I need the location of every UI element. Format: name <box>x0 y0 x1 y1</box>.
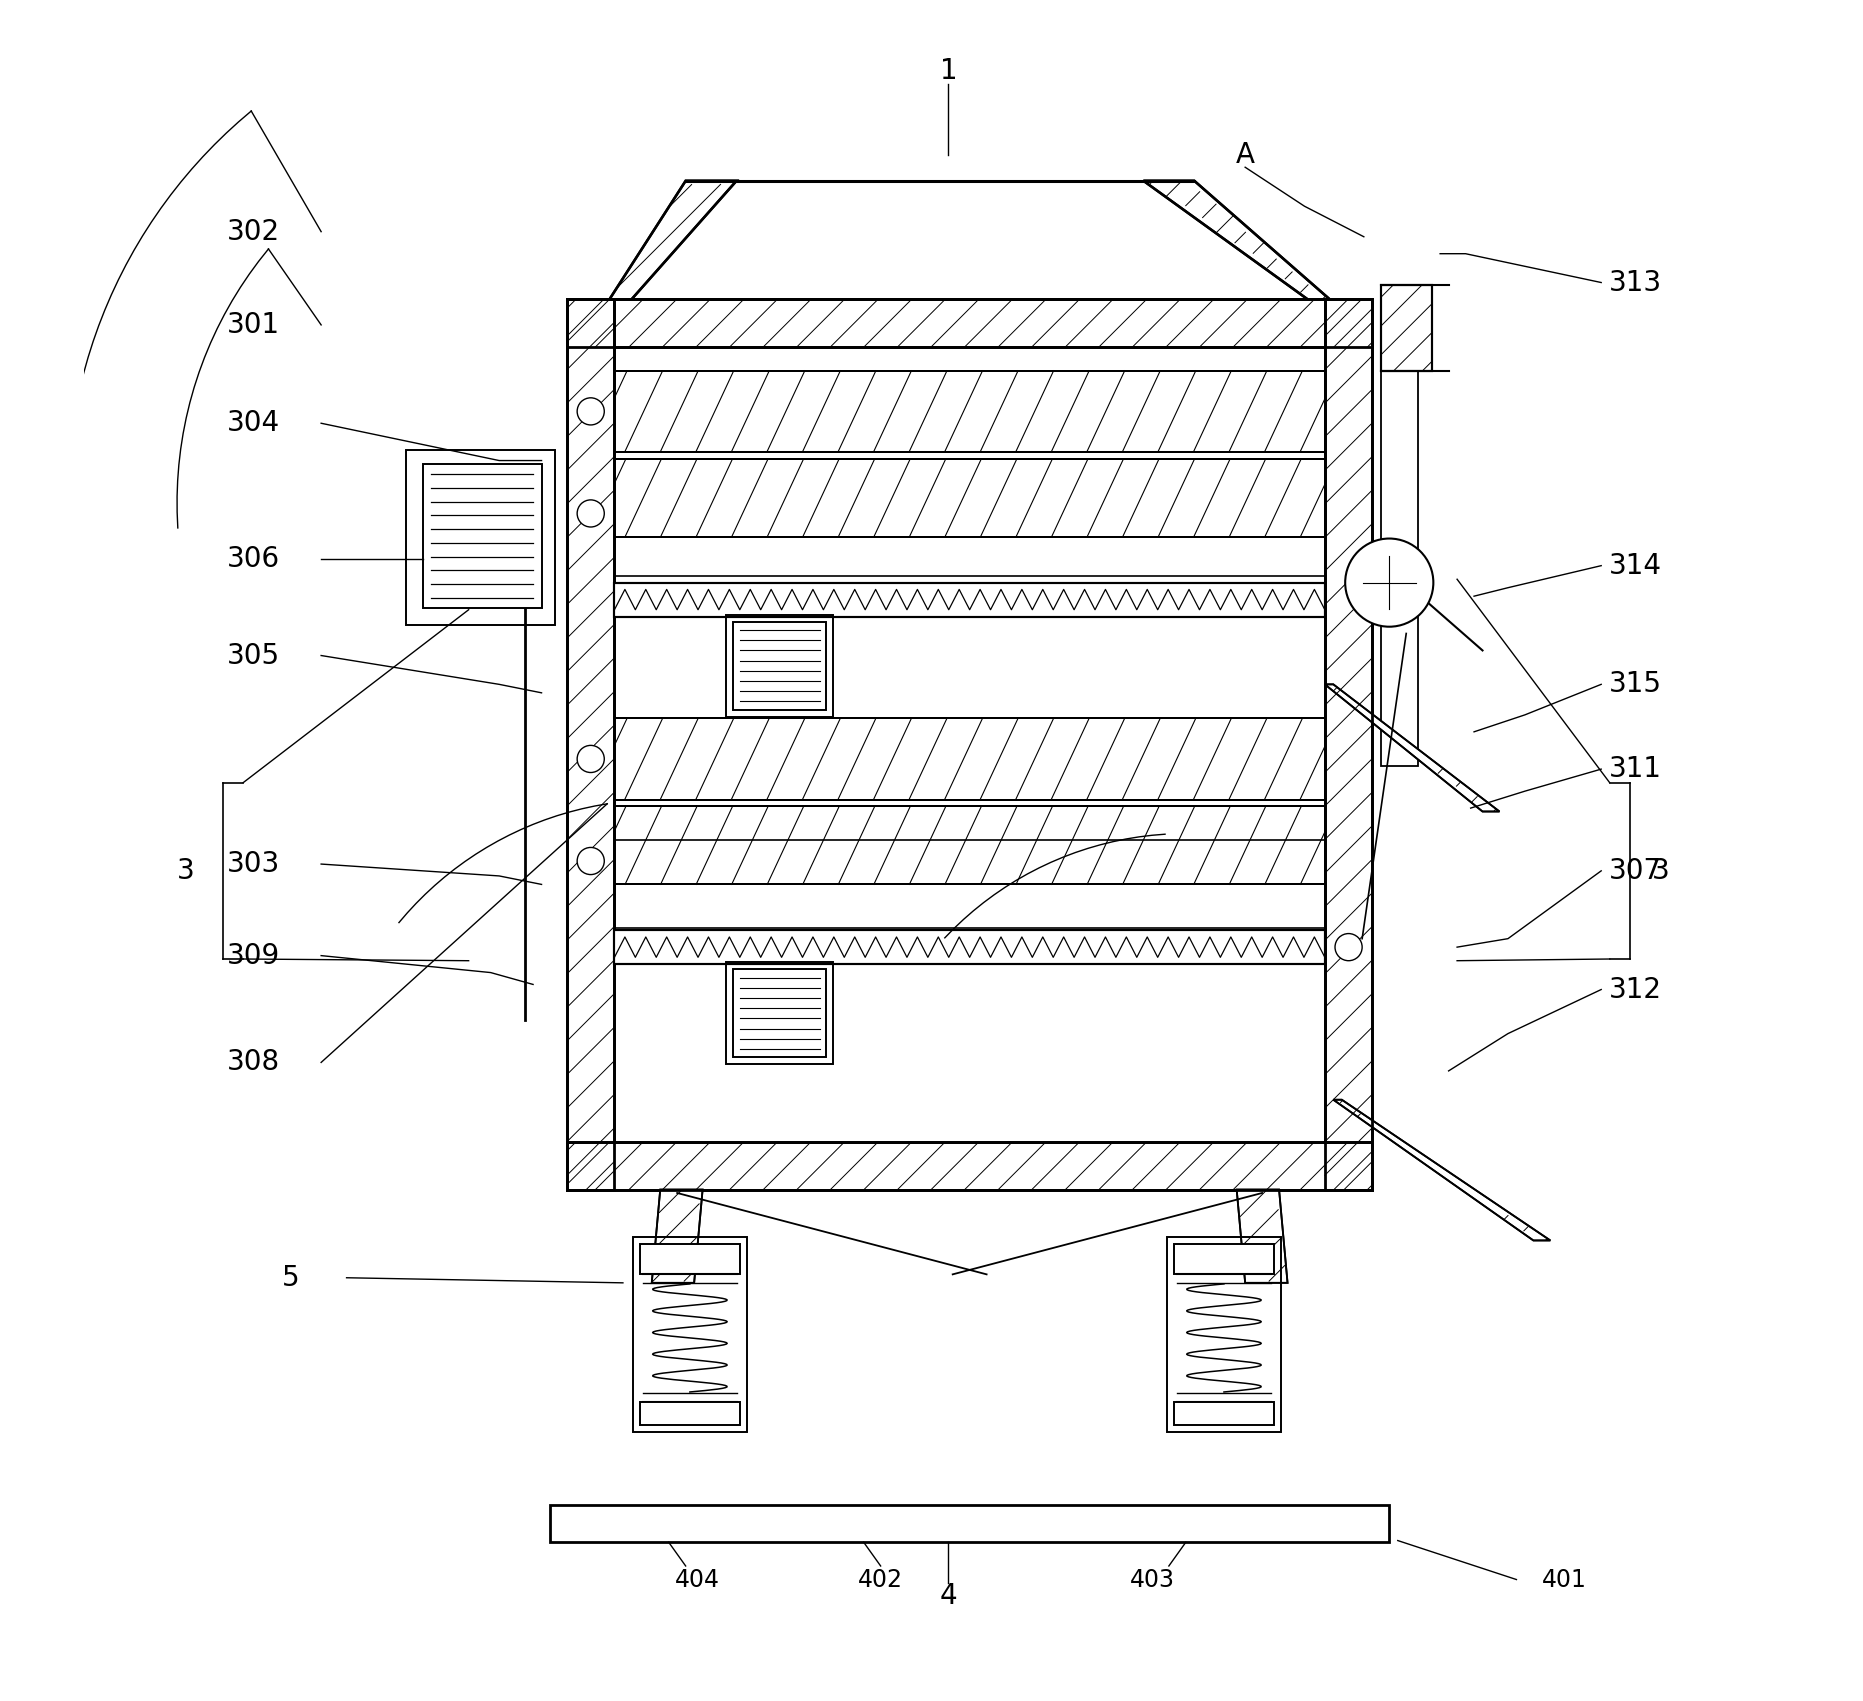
Bar <box>1166 1237 1280 1432</box>
Text: 307: 307 <box>1608 857 1662 885</box>
Bar <box>1380 367 1418 765</box>
Bar <box>566 1141 1373 1189</box>
Bar <box>615 930 1325 964</box>
Circle shape <box>1345 539 1433 626</box>
Bar <box>633 1237 747 1432</box>
Bar <box>566 299 615 1189</box>
Bar <box>615 806 1325 885</box>
Polygon shape <box>609 180 736 299</box>
Bar <box>639 1402 740 1425</box>
Text: 314: 314 <box>1608 551 1662 580</box>
Bar <box>1380 286 1431 371</box>
Text: 304: 304 <box>227 410 279 437</box>
Circle shape <box>578 745 604 772</box>
Polygon shape <box>1237 1189 1287 1283</box>
Text: 3: 3 <box>177 857 194 885</box>
Bar <box>615 583 1325 616</box>
Text: 302: 302 <box>227 218 279 245</box>
Text: 301: 301 <box>227 311 279 338</box>
Bar <box>566 299 1373 347</box>
Polygon shape <box>652 1189 702 1283</box>
Bar <box>734 970 827 1058</box>
Bar <box>1174 1243 1274 1274</box>
Bar <box>727 963 833 1065</box>
Text: 1: 1 <box>939 56 958 85</box>
Bar <box>615 371 1325 452</box>
Bar <box>423 464 542 607</box>
Text: 404: 404 <box>674 1568 719 1592</box>
Text: 5: 5 <box>281 1264 300 1291</box>
Text: 315: 315 <box>1608 670 1662 699</box>
Text: 303: 303 <box>227 850 279 878</box>
Circle shape <box>578 500 604 527</box>
Text: 308: 308 <box>227 1048 279 1077</box>
Text: 309: 309 <box>227 942 279 970</box>
Bar <box>566 299 615 1189</box>
Text: A: A <box>1235 141 1254 170</box>
Bar <box>1174 1402 1274 1425</box>
Bar <box>615 371 1325 452</box>
Bar <box>727 614 833 716</box>
Polygon shape <box>1144 180 1330 299</box>
Text: 4: 4 <box>939 1582 958 1611</box>
Bar <box>639 1243 740 1274</box>
Bar <box>615 806 1325 885</box>
Polygon shape <box>1334 1101 1550 1240</box>
Text: 403: 403 <box>1129 1568 1174 1592</box>
Bar <box>566 299 1373 347</box>
Bar <box>615 930 1325 964</box>
Text: 3: 3 <box>1652 857 1669 885</box>
Text: 402: 402 <box>859 1568 904 1592</box>
Polygon shape <box>1325 684 1500 811</box>
Bar <box>1325 299 1373 1189</box>
Text: 401: 401 <box>1541 1568 1585 1592</box>
Text: 313: 313 <box>1608 269 1662 296</box>
Bar <box>550 1505 1390 1543</box>
Bar <box>615 583 1325 616</box>
Bar <box>615 718 1325 799</box>
Circle shape <box>1336 934 1362 961</box>
Bar <box>734 621 827 709</box>
Circle shape <box>578 398 604 425</box>
Bar <box>615 459 1325 538</box>
Bar <box>1325 299 1373 1189</box>
Bar <box>615 459 1325 538</box>
Bar <box>566 1141 1373 1189</box>
Text: 312: 312 <box>1608 976 1662 1004</box>
Text: 305: 305 <box>227 641 279 670</box>
Text: 306: 306 <box>227 544 279 573</box>
Bar <box>615 718 1325 799</box>
Bar <box>1380 286 1431 371</box>
Circle shape <box>578 847 604 874</box>
Bar <box>406 451 555 624</box>
Text: 311: 311 <box>1608 755 1662 782</box>
